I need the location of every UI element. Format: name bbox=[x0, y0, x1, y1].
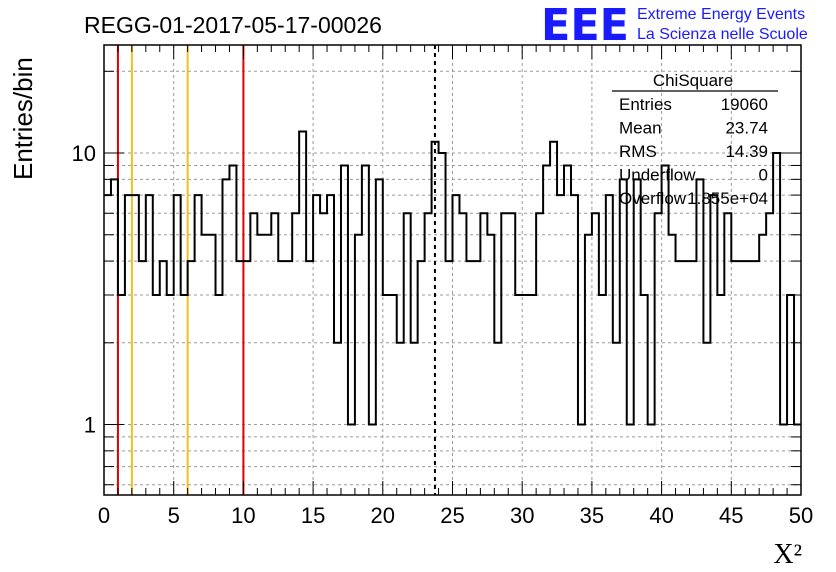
y-axis-title: Entries/bin bbox=[8, 57, 38, 180]
x-tick-label: 10 bbox=[231, 503, 255, 528]
grid bbox=[104, 45, 801, 495]
stats-label: Underflow bbox=[619, 166, 696, 185]
x-tick-label: 0 bbox=[98, 503, 110, 528]
x-tick-label: 15 bbox=[301, 503, 325, 528]
y-tick-label: 10 bbox=[72, 141, 96, 166]
tick-labels: 0 5 10 15 20 25 30 35 40 45 50 1 10 bbox=[72, 141, 814, 528]
stats-label: Entries bbox=[619, 95, 672, 114]
histogram-line bbox=[104, 130, 801, 426]
x-tick-label: 5 bbox=[168, 503, 180, 528]
logo-line-1: Extreme Energy Events bbox=[637, 6, 805, 23]
logo-line-2: La Scienza nelle Scuole bbox=[637, 26, 808, 43]
x-tick-label: 20 bbox=[371, 503, 395, 528]
stats-label: Mean bbox=[619, 119, 662, 138]
stats-value: 19060 bbox=[721, 95, 768, 114]
stats-label: RMS bbox=[619, 142, 657, 161]
x-tick-label: 50 bbox=[789, 503, 813, 528]
stats-label: Overflow bbox=[619, 189, 687, 208]
x-tick-label: 25 bbox=[440, 503, 464, 528]
eee-logo: EEE bbox=[541, 0, 629, 51]
x-tick-label: 35 bbox=[580, 503, 604, 528]
y-tick-label: 1 bbox=[84, 413, 96, 438]
stats-value: 23.74 bbox=[725, 119, 768, 138]
stats-value: 0 bbox=[759, 166, 768, 185]
stats-value: 1.855e+04 bbox=[687, 189, 768, 208]
histogram-series bbox=[104, 130, 801, 426]
reference-lines bbox=[116, 45, 436, 495]
x-tick-label: 40 bbox=[649, 503, 673, 528]
stats-box: ChiSquare Entries 19060 Mean 23.74 RMS 14.39 U… bbox=[612, 71, 778, 208]
chart-title: REGG-01-2017-05-17-00026 bbox=[84, 12, 382, 38]
x-tick-label: 30 bbox=[510, 503, 534, 528]
stats-title: ChiSquare bbox=[653, 71, 733, 90]
stats-value: 14.39 bbox=[725, 142, 768, 161]
x-tick-label: 45 bbox=[719, 503, 743, 528]
x-axis-title: X² bbox=[773, 539, 802, 570]
axis-ticks bbox=[103, 45, 802, 495]
